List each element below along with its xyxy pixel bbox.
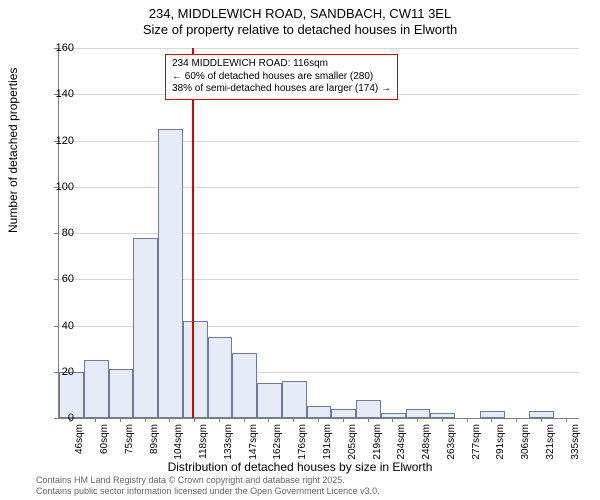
- x-tick-label: 321sqm: [545, 424, 556, 460]
- x-tick-mark: [541, 418, 542, 422]
- x-tick-mark: [392, 418, 393, 422]
- x-tick-mark: [417, 418, 418, 422]
- y-tick-mark: [54, 326, 58, 327]
- footer-attribution: Contains HM Land Registry data © Crown c…: [36, 475, 380, 497]
- x-tick-label: 176sqm: [297, 424, 308, 460]
- x-tick-label: 263sqm: [446, 424, 457, 460]
- x-tick-label: 118sqm: [198, 424, 209, 459]
- marker-line: [192, 48, 194, 418]
- histogram-bar: [480, 411, 505, 418]
- histogram-bar: [232, 353, 257, 418]
- annotation-box: 234 MIDDLEWICH ROAD: 116sqm← 60% of deta…: [165, 54, 398, 100]
- x-tick-mark: [120, 418, 121, 422]
- x-tick-mark: [442, 418, 443, 422]
- grid-line: [59, 233, 579, 234]
- x-tick-label: 248sqm: [421, 424, 432, 460]
- annotation-line: ← 60% of detached houses are smaller (28…: [172, 71, 391, 84]
- histogram-bar: [307, 406, 332, 418]
- x-tick-mark: [516, 418, 517, 422]
- x-tick-mark: [95, 418, 96, 422]
- x-tick-mark: [467, 418, 468, 422]
- annotation-line: 38% of semi-detached houses are larger (…: [172, 83, 391, 96]
- histogram-bar: [183, 321, 208, 418]
- footer-line-2: Contains public sector information licen…: [36, 486, 380, 497]
- chart-title: 234, MIDDLEWICH ROAD, SANDBACH, CW11 3EL…: [0, 6, 600, 39]
- plot-area: 234 MIDDLEWICH ROAD: 116sqm← 60% of deta…: [58, 48, 579, 419]
- x-tick-label: 335sqm: [570, 424, 581, 460]
- x-tick-mark: [566, 418, 567, 422]
- annotation-line: 234 MIDDLEWICH ROAD: 116sqm: [172, 58, 391, 71]
- chart-root: 234, MIDDLEWICH ROAD, SANDBACH, CW11 3EL…: [0, 0, 600, 500]
- y-axis-label: Number of detached properties: [6, 68, 20, 233]
- x-tick-mark: [145, 418, 146, 422]
- x-tick-mark: [368, 418, 369, 422]
- histogram-bar: [430, 413, 455, 418]
- x-tick-label: 46sqm: [74, 424, 85, 454]
- x-tick-label: 133sqm: [223, 424, 234, 460]
- y-tick-mark: [54, 141, 58, 142]
- histogram-bar: [257, 383, 282, 418]
- x-tick-label: 60sqm: [99, 424, 110, 454]
- x-tick-label: 75sqm: [124, 424, 135, 454]
- x-tick-label: 219sqm: [372, 424, 383, 460]
- x-tick-label: 306sqm: [520, 424, 531, 460]
- x-tick-label: 234sqm: [396, 424, 407, 460]
- y-tick-mark: [54, 233, 58, 234]
- histogram-bar: [529, 411, 554, 418]
- x-tick-mark: [194, 418, 195, 422]
- y-tick-mark: [54, 418, 58, 419]
- grid-line: [59, 48, 579, 49]
- x-tick-label: 104sqm: [173, 424, 184, 460]
- title-line-1: 234, MIDDLEWICH ROAD, SANDBACH, CW11 3EL: [0, 6, 600, 22]
- x-tick-label: 191sqm: [322, 424, 333, 460]
- x-tick-label: 277sqm: [471, 424, 482, 460]
- histogram-bar: [84, 360, 109, 418]
- x-tick-label: 147sqm: [248, 424, 259, 460]
- grid-line: [59, 187, 579, 188]
- y-tick-mark: [54, 279, 58, 280]
- x-tick-mark: [70, 418, 71, 422]
- histogram-bar: [208, 337, 233, 418]
- x-tick-mark: [219, 418, 220, 422]
- x-tick-label: 89sqm: [149, 424, 160, 454]
- x-axis-label: Distribution of detached houses by size …: [0, 460, 600, 474]
- histogram-bar: [406, 409, 431, 418]
- x-tick-mark: [268, 418, 269, 422]
- y-tick-mark: [54, 94, 58, 95]
- x-tick-mark: [491, 418, 492, 422]
- footer-line-1: Contains HM Land Registry data © Crown c…: [36, 475, 380, 486]
- x-tick-label: 291sqm: [495, 424, 506, 460]
- x-tick-label: 162sqm: [272, 424, 283, 460]
- histogram-bar: [331, 409, 356, 418]
- histogram-bar: [356, 400, 381, 419]
- y-tick-mark: [54, 372, 58, 373]
- title-line-2: Size of property relative to detached ho…: [0, 22, 600, 38]
- x-tick-mark: [244, 418, 245, 422]
- histogram-bar: [158, 129, 183, 418]
- grid-line: [59, 141, 579, 142]
- x-tick-mark: [293, 418, 294, 422]
- y-tick-mark: [54, 187, 58, 188]
- x-tick-label: 205sqm: [347, 424, 358, 460]
- y-tick-mark: [54, 48, 58, 49]
- histogram-bar: [133, 238, 158, 418]
- histogram-bar: [282, 381, 307, 418]
- x-tick-mark: [169, 418, 170, 422]
- x-tick-mark: [318, 418, 319, 422]
- histogram-bar: [109, 369, 134, 418]
- x-tick-mark: [343, 418, 344, 422]
